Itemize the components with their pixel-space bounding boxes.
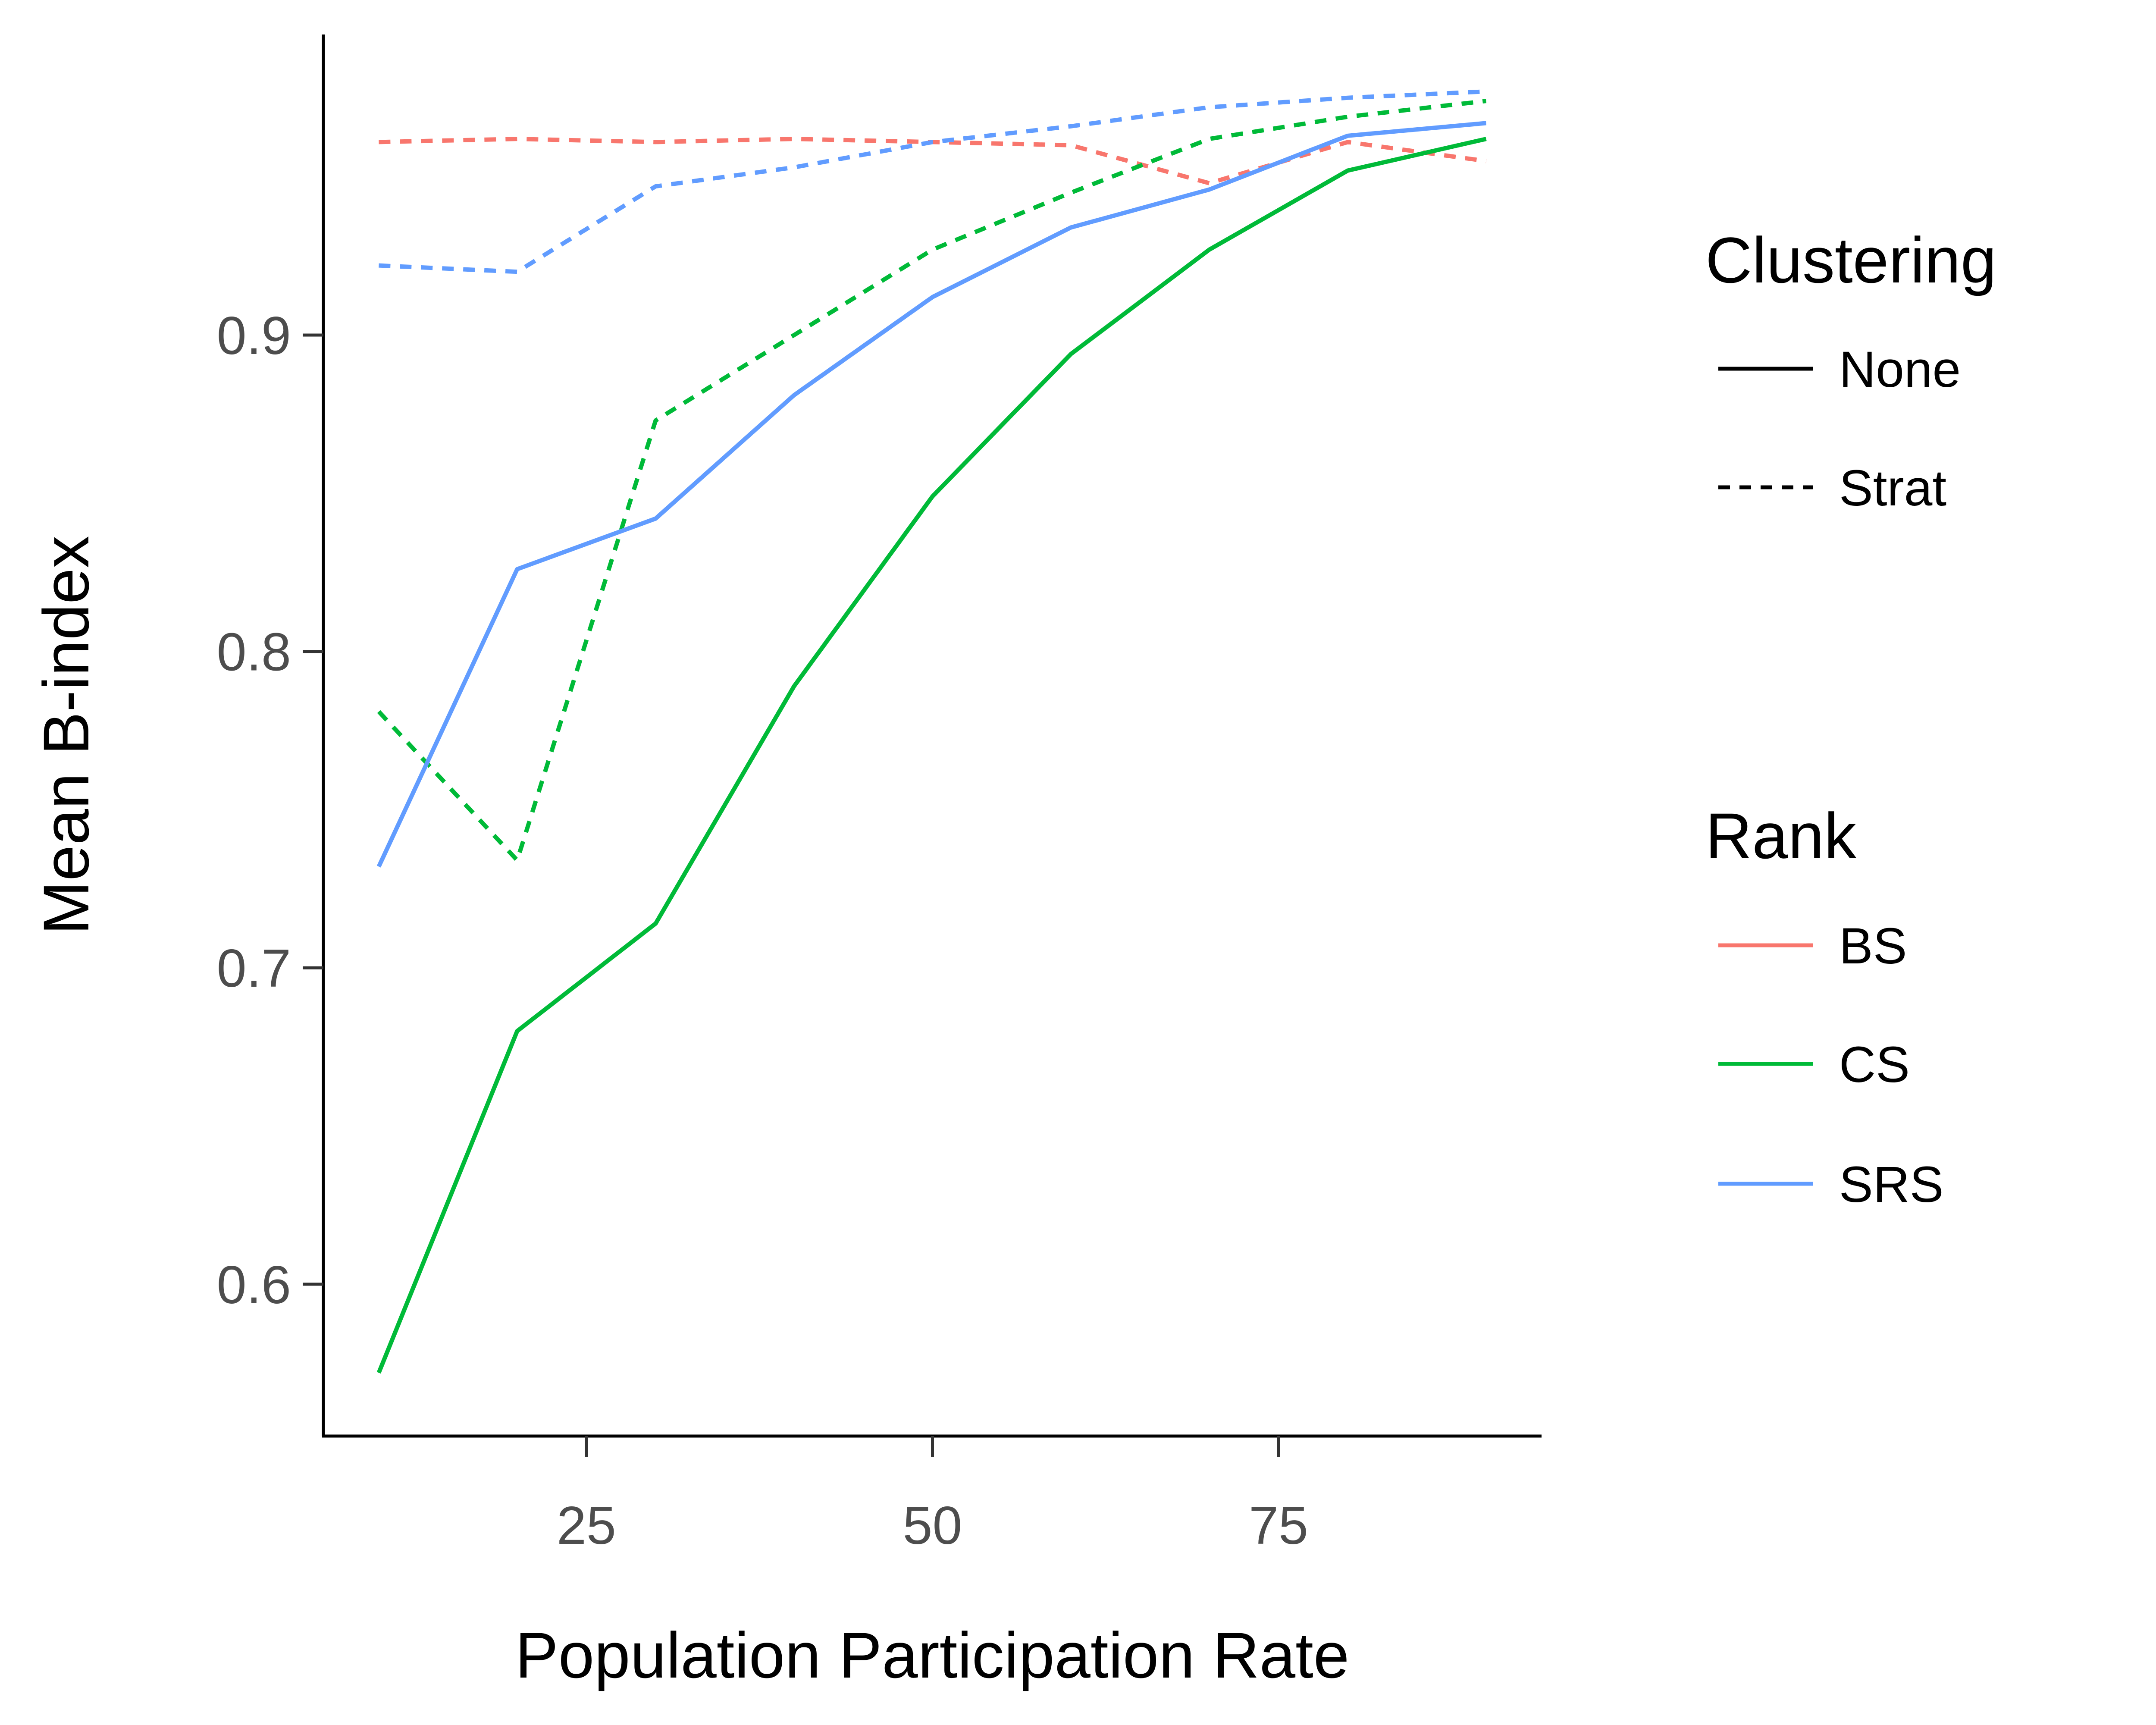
legend-rank-title: Rank: [1705, 800, 1857, 872]
x-tick-label: 75: [1249, 1496, 1308, 1556]
legend-srs-label: SRS: [1839, 1156, 1944, 1213]
y-tick-label: 0.7: [217, 939, 291, 998]
y-tick-label: 0.8: [217, 623, 291, 682]
legend-none-label: None: [1839, 341, 1961, 398]
y-tick-label: 0.9: [217, 306, 291, 366]
legend-clustering-title: Clustering: [1705, 224, 1996, 296]
plot-series: [376, 89, 1487, 1374]
legend-clustering: Clustering None Strat: [1705, 224, 1996, 517]
legend-strat-label: Strat: [1839, 460, 1946, 517]
series-line-srs-strat: [379, 89, 1486, 274]
y-ticks: 0.6 0.7 0.8 0.9: [217, 306, 323, 1315]
legend-rank: Rank BS CS SRS: [1705, 800, 1944, 1213]
y-tick-label: 0.6: [217, 1255, 291, 1315]
series-line-srs-none: [376, 121, 1487, 868]
x-tick-label: 50: [903, 1496, 962, 1556]
series-line-cs-none: [376, 137, 1487, 1374]
x-axis-title: Population Participation Rate: [515, 1619, 1350, 1691]
y-axis-title: Mean B-index: [30, 536, 102, 935]
x-ticks: 25 50 75: [557, 1436, 1308, 1556]
series-line-cs-strat: [377, 99, 1487, 862]
legend-bs-label: BS: [1839, 918, 1907, 975]
legend-cs-label: CS: [1839, 1036, 1910, 1093]
x-tick-label: 25: [557, 1496, 616, 1556]
